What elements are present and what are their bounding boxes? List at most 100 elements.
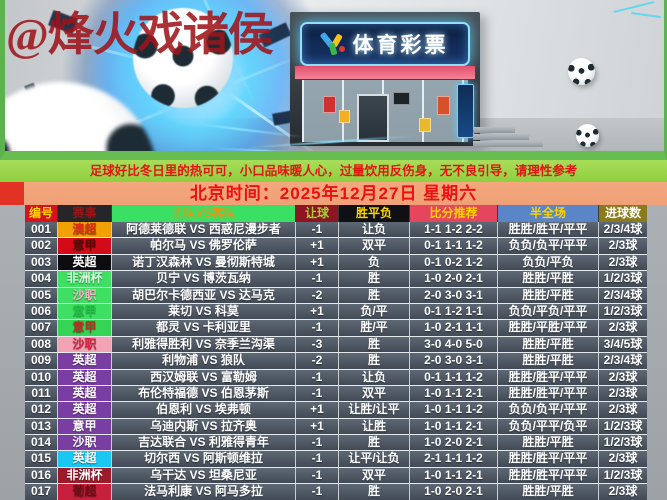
advisory-text: 足球好比冬日里的热可可，小口品味暖人心，过量饮用反伤身，无不良引导，请理性参考 xyxy=(89,164,578,178)
date-text: 北京时间：2025年12月27日 星期六 xyxy=(189,184,478,203)
score-recommendation: 1-0 1-1 2-1 xyxy=(410,467,497,484)
poster xyxy=(419,118,431,132)
handicap-value: +1 xyxy=(296,418,338,435)
match-teams: 乌干达 VS 坦桑尼亚 xyxy=(112,467,295,484)
table-row: 010 英超 西汉姆联 VS 富勒姆 -1 让负 0-1 1-1 1-2 胜胜/… xyxy=(25,369,647,386)
win-draw-lose-pick: 双平 xyxy=(339,238,409,254)
league-badge: 沙职 xyxy=(58,435,111,451)
table-body: 001 澳超 阿德莱德联 VS 西惑尼漫步者 -1 让负 1-1 1-2 2-2… xyxy=(25,222,647,500)
half-full-pick: 胜胜/平胜 xyxy=(498,484,598,500)
total-goals-pick: 1/2/3球 xyxy=(599,467,647,484)
store-sign-board: 体育彩票 xyxy=(300,22,470,66)
soccer-ball-small xyxy=(576,124,599,147)
date-bar-left-cap xyxy=(0,182,24,205)
match-number: 012 xyxy=(25,402,57,418)
score-recommendation: 2-0 3-0 3-1 xyxy=(410,287,497,303)
match-number: 008 xyxy=(25,336,57,353)
score-recommendation: 2-0 3-0 3-1 xyxy=(410,353,497,369)
win-draw-lose-pick: 让负 xyxy=(339,369,409,385)
store-door xyxy=(357,94,389,142)
store-sign-text: 体育彩票 xyxy=(352,34,449,57)
match-number: 005 xyxy=(25,287,57,303)
match-teams: 西汉姆联 VS 富勒姆 xyxy=(112,369,295,385)
league-badge: 英超 xyxy=(58,385,111,402)
half-full-pick: 胜胜/平胜 xyxy=(498,336,598,353)
half-full-pick: 负负/负平/平平 xyxy=(498,402,598,418)
league-badge: 意甲 xyxy=(58,303,111,320)
total-goals-pick: 2/3/4球 xyxy=(599,222,647,238)
half-full-pick: 胜胜/平胜 xyxy=(498,271,598,287)
table-row: 013 意甲 乌迪内斯 VS 拉齐奥 +1 让胜 1-0 1-1 2-1 负负/… xyxy=(25,418,647,436)
league-badge: 英超 xyxy=(58,451,111,467)
poster xyxy=(339,110,350,123)
total-goals-pick: 3/4/5球 xyxy=(599,336,647,353)
total-goals-pick: 1/2/3球 xyxy=(599,303,647,320)
handicap-value: -3 xyxy=(296,336,338,353)
handicap-value: -2 xyxy=(296,353,338,369)
soccer-ball-small xyxy=(568,58,595,85)
match-teams: 乌迪内斯 VS 拉齐奥 xyxy=(112,418,295,435)
match-number: 017 xyxy=(25,484,57,500)
table-row: 014 沙职 吉达联合 VS 利雅得青年 -1 胜 1-0 2-0 2-1 胜胜… xyxy=(25,435,647,452)
score-recommendation: 0-1 1-1 1-2 xyxy=(410,369,497,385)
match-number: 003 xyxy=(25,254,57,271)
league-badge: 葡超 xyxy=(58,484,111,500)
total-goals-pick: 2/3/4球 xyxy=(599,353,647,369)
total-goals-pick: 1/2/3球 xyxy=(599,435,647,451)
handicap-value: -1 xyxy=(296,435,338,451)
half-full-pick: 胜胜/平胜 xyxy=(498,287,598,303)
score-recommendation: 0-1 1-1 1-2 xyxy=(410,238,497,254)
table-header-cell: 胜平负 xyxy=(339,205,409,222)
step xyxy=(473,141,543,147)
win-draw-lose-pick: 胜 xyxy=(339,435,409,451)
match-teams: 帕尔马 VS 佛罗伦萨 xyxy=(112,238,295,254)
handicap-value: +1 xyxy=(296,303,338,320)
half-full-pick: 胜胜/平胜 xyxy=(498,353,598,369)
table-header-cell: 赛事 xyxy=(58,205,111,222)
match-number: 004 xyxy=(25,271,57,287)
sports-lottery-logo-icon xyxy=(319,31,346,56)
match-number: 015 xyxy=(25,451,57,467)
poster xyxy=(393,92,410,105)
half-full-pick: 负负/负平/平平 xyxy=(498,238,598,254)
win-draw-lose-pick: 双平 xyxy=(339,385,409,402)
handicap-value: +1 xyxy=(296,238,338,254)
soccer-ball xyxy=(133,8,233,108)
win-draw-lose-pick: 让胜 xyxy=(339,418,409,435)
half-full-pick: 负负/平负 xyxy=(498,254,598,271)
score-recommendation: 1-0 2-0 2-1 xyxy=(410,271,497,287)
league-badge: 英超 xyxy=(58,254,111,271)
half-full-pick: 胜胜/胜平/平平 xyxy=(498,467,598,484)
table-row: 011 英超 布伦特福德 VS 伯恩茅斯 -1 双平 1-0 1-1 2-1 胜… xyxy=(25,385,647,403)
table-row: 004 非洲杯 贝宁 VS 博茨瓦纳 -1 胜 1-0 2-0 2-1 胜胜/平… xyxy=(25,271,647,288)
score-recommendation: 1-0 1-1 2-1 xyxy=(410,418,497,435)
handicap-value: -1 xyxy=(296,467,338,484)
table-row: 005 沙职 胡巴尔卡德西亚 VS 达马克 -2 胜 2-0 3-0 3-1 胜… xyxy=(25,287,647,304)
total-goals-pick: 2/3/4球 xyxy=(599,287,647,303)
league-badge: 意甲 xyxy=(58,238,111,254)
match-teams: 吉达联合 VS 利雅得青年 xyxy=(112,435,295,451)
win-draw-lose-pick: 胜 xyxy=(339,353,409,369)
table-row: 001 澳超 阿德莱德联 VS 西惑尼漫步者 -1 让负 1-1 1-2 2-2… xyxy=(25,222,647,239)
win-draw-lose-pick: 胜 xyxy=(339,484,409,500)
score-recommendation: 3-0 4-0 5-0 xyxy=(410,336,497,353)
score-recommendation: 2-1 1-1 1-2 xyxy=(410,451,497,467)
table-row: 008 沙职 利雅得胜利 VS 奈季兰沟渠 -3 胜 3-0 4-0 5-0 胜… xyxy=(25,336,647,354)
win-draw-lose-pick: 让胜/让平 xyxy=(339,402,409,418)
half-full-pick: 胜胜/胜平/平平 xyxy=(498,369,598,385)
table-header-cell: 让球 xyxy=(296,205,338,222)
step xyxy=(473,134,529,140)
handicap-value: -1 xyxy=(296,484,338,500)
table-row: 007 意甲 都灵 VS 卡利亚里 -1 胜/平 1-0 2-1 1-1 胜胜/… xyxy=(25,320,647,337)
date-bar: 北京时间：2025年12月27日 星期六 xyxy=(0,182,667,205)
handicap-value: -2 xyxy=(296,287,338,303)
half-full-pick: 胜胜/胜平/平平 xyxy=(498,222,598,238)
match-number: 007 xyxy=(25,320,57,336)
table-row: 012 英超 伯恩利 VS 埃弗顿 +1 让胜/让平 1-0 1-1 1-2 负… xyxy=(25,402,647,419)
table-header-cell: 编号 xyxy=(25,205,57,222)
poster xyxy=(437,96,450,115)
score-recommendation: 1-0 1-1 1-2 xyxy=(410,402,497,418)
neon-doodle xyxy=(613,0,655,14)
win-draw-lose-pick: 胜/平 xyxy=(339,320,409,336)
